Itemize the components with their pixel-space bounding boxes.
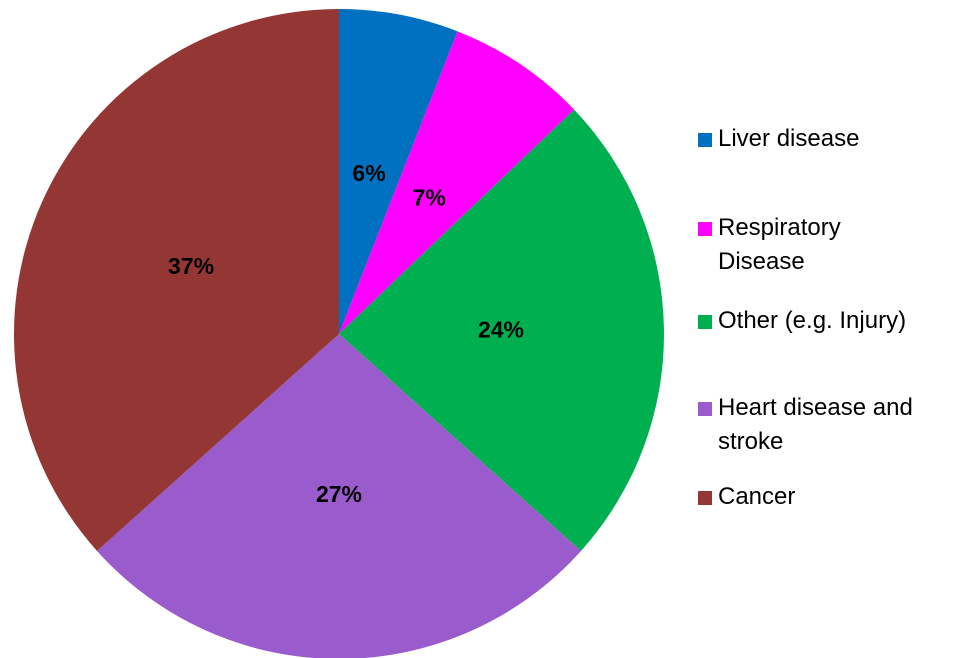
data-label: 7% [413,185,446,211]
legend-label: Liver disease [718,125,860,152]
pie-slice [339,9,458,334]
legend-label: Cancer [718,483,796,510]
legend-swatch [698,491,712,505]
data-label: 37% [168,253,214,279]
legend-item: Respiratory Disease [698,211,898,279]
pie-slice [339,109,664,551]
legend-swatch [698,315,712,329]
pie-slice [13,9,340,551]
legend-item: Cancer [698,480,958,514]
legend-swatch [698,402,712,416]
legend-label: Other (e.g. Injury) [718,307,907,334]
data-label: 24% [478,317,524,343]
pie-slice [97,334,581,658]
legend-item: Heart disease and stroke [698,391,958,459]
legend-label: Respiratory Disease [718,214,841,275]
data-label: 6% [352,160,385,186]
legend-swatch [698,222,712,236]
legend-item: Liver disease [698,122,958,156]
legend-swatch [698,133,712,147]
data-label: 27% [316,481,362,507]
legend-item: Other (e.g. Injury) [698,304,960,338]
legend-label: Heart disease and stroke [718,394,913,455]
pie-slice [339,31,575,335]
